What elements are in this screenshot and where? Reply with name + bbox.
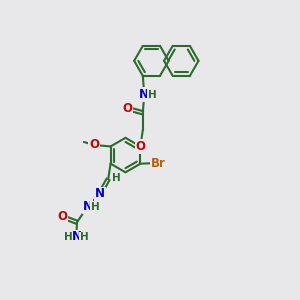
Text: O: O [135,140,146,153]
Text: N: N [82,200,92,213]
Text: H: H [80,232,88,242]
Text: O: O [57,210,67,223]
Text: H: H [64,232,73,242]
Text: N: N [95,187,105,200]
Text: O: O [89,139,99,152]
Text: Br: Br [151,157,166,169]
Text: O: O [122,102,132,115]
Text: H: H [112,173,120,183]
Text: H: H [91,202,100,212]
Text: H: H [148,90,156,100]
Text: N: N [139,88,149,101]
Text: N: N [71,230,81,243]
